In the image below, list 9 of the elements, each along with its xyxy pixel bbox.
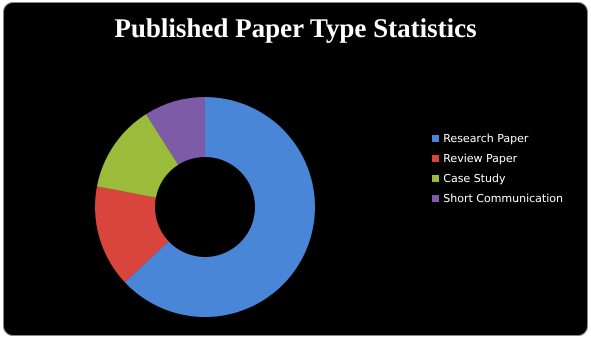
donut-slice bbox=[124, 97, 315, 317]
donut-slice bbox=[96, 114, 178, 198]
legend-label: Research Paper bbox=[443, 132, 528, 145]
legend-label: Review Paper bbox=[443, 152, 518, 165]
donut-slice bbox=[146, 97, 205, 165]
legend-label: Short Communication bbox=[443, 192, 563, 205]
legend-label: Case Study bbox=[443, 172, 506, 185]
chart-title: Published Paper Type Statistics bbox=[113, 13, 478, 44]
donut-slice bbox=[95, 186, 169, 282]
